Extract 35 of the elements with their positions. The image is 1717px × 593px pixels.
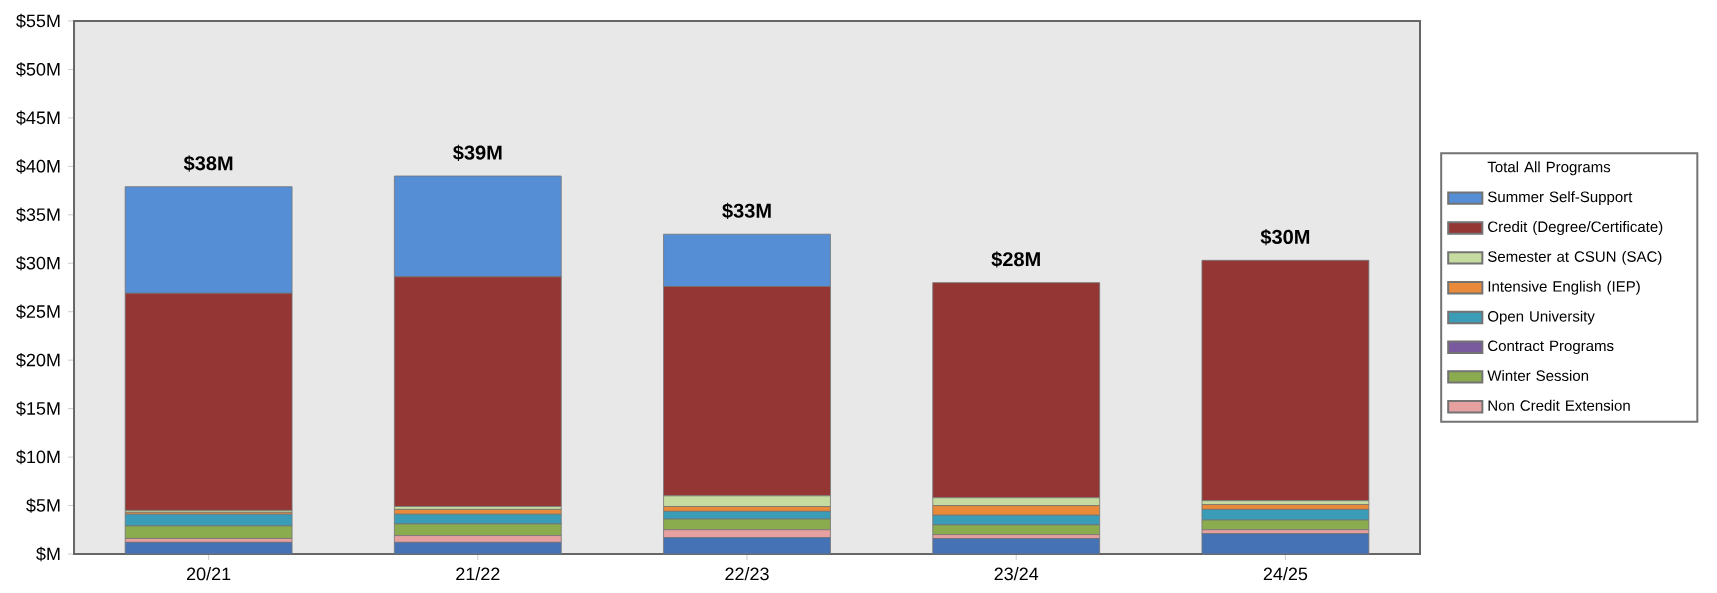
- y-tick-label: $20M: [16, 352, 60, 368]
- legend-label: Open University: [1488, 310, 1595, 325]
- x-tick-label: 22/23: [725, 567, 769, 581]
- y-tick-label: $25M: [16, 304, 60, 320]
- bar: [1201, 259, 1370, 502]
- x-tick-label: 24/25: [1263, 567, 1308, 581]
- y-tick-label: $45M: [16, 110, 60, 126]
- y-tick-label: $35M: [16, 207, 60, 223]
- legend-label: Summer Self-Support: [1488, 191, 1633, 206]
- x-tick-label: 20/21: [187, 567, 231, 581]
- bar: [932, 538, 1101, 555]
- legend-title: Total All Programs: [1487, 161, 1611, 176]
- legend-label: Non Credit Extension: [1488, 399, 1630, 411]
- total-label: $39M: [453, 144, 502, 161]
- bar: [124, 541, 293, 555]
- x-tick-label: 23/24: [994, 567, 1039, 581]
- total-label: $38M: [183, 155, 233, 172]
- y-tick-label: $50M: [16, 62, 60, 77]
- x-tick-label: 21/22: [456, 567, 500, 581]
- legend-label: Contract Programs: [1488, 340, 1614, 355]
- y-tick-label: $55M: [16, 13, 60, 29]
- y-tick-label: $40M: [16, 159, 60, 174]
- y-tick-label: $10M: [16, 449, 60, 465]
- legend-label: Intensive English (IEP): [1488, 280, 1640, 295]
- y-tick-label: $M: [36, 546, 60, 562]
- total-label: $33M: [722, 202, 771, 220]
- legend-label: Semester at CSUN (SAC): [1488, 250, 1662, 265]
- legend-label: Winter Session: [1487, 369, 1589, 381]
- legend-label: Credit (Degree/Certificate): [1488, 221, 1663, 235]
- total-label: $28M: [991, 251, 1040, 268]
- total-label: $30M: [1260, 228, 1310, 246]
- y-tick-label: $5M: [26, 498, 60, 513]
- bar: [1201, 533, 1370, 555]
- y-tick-label: $15M: [16, 401, 60, 416]
- y-tick-label: $30M: [16, 255, 60, 271]
